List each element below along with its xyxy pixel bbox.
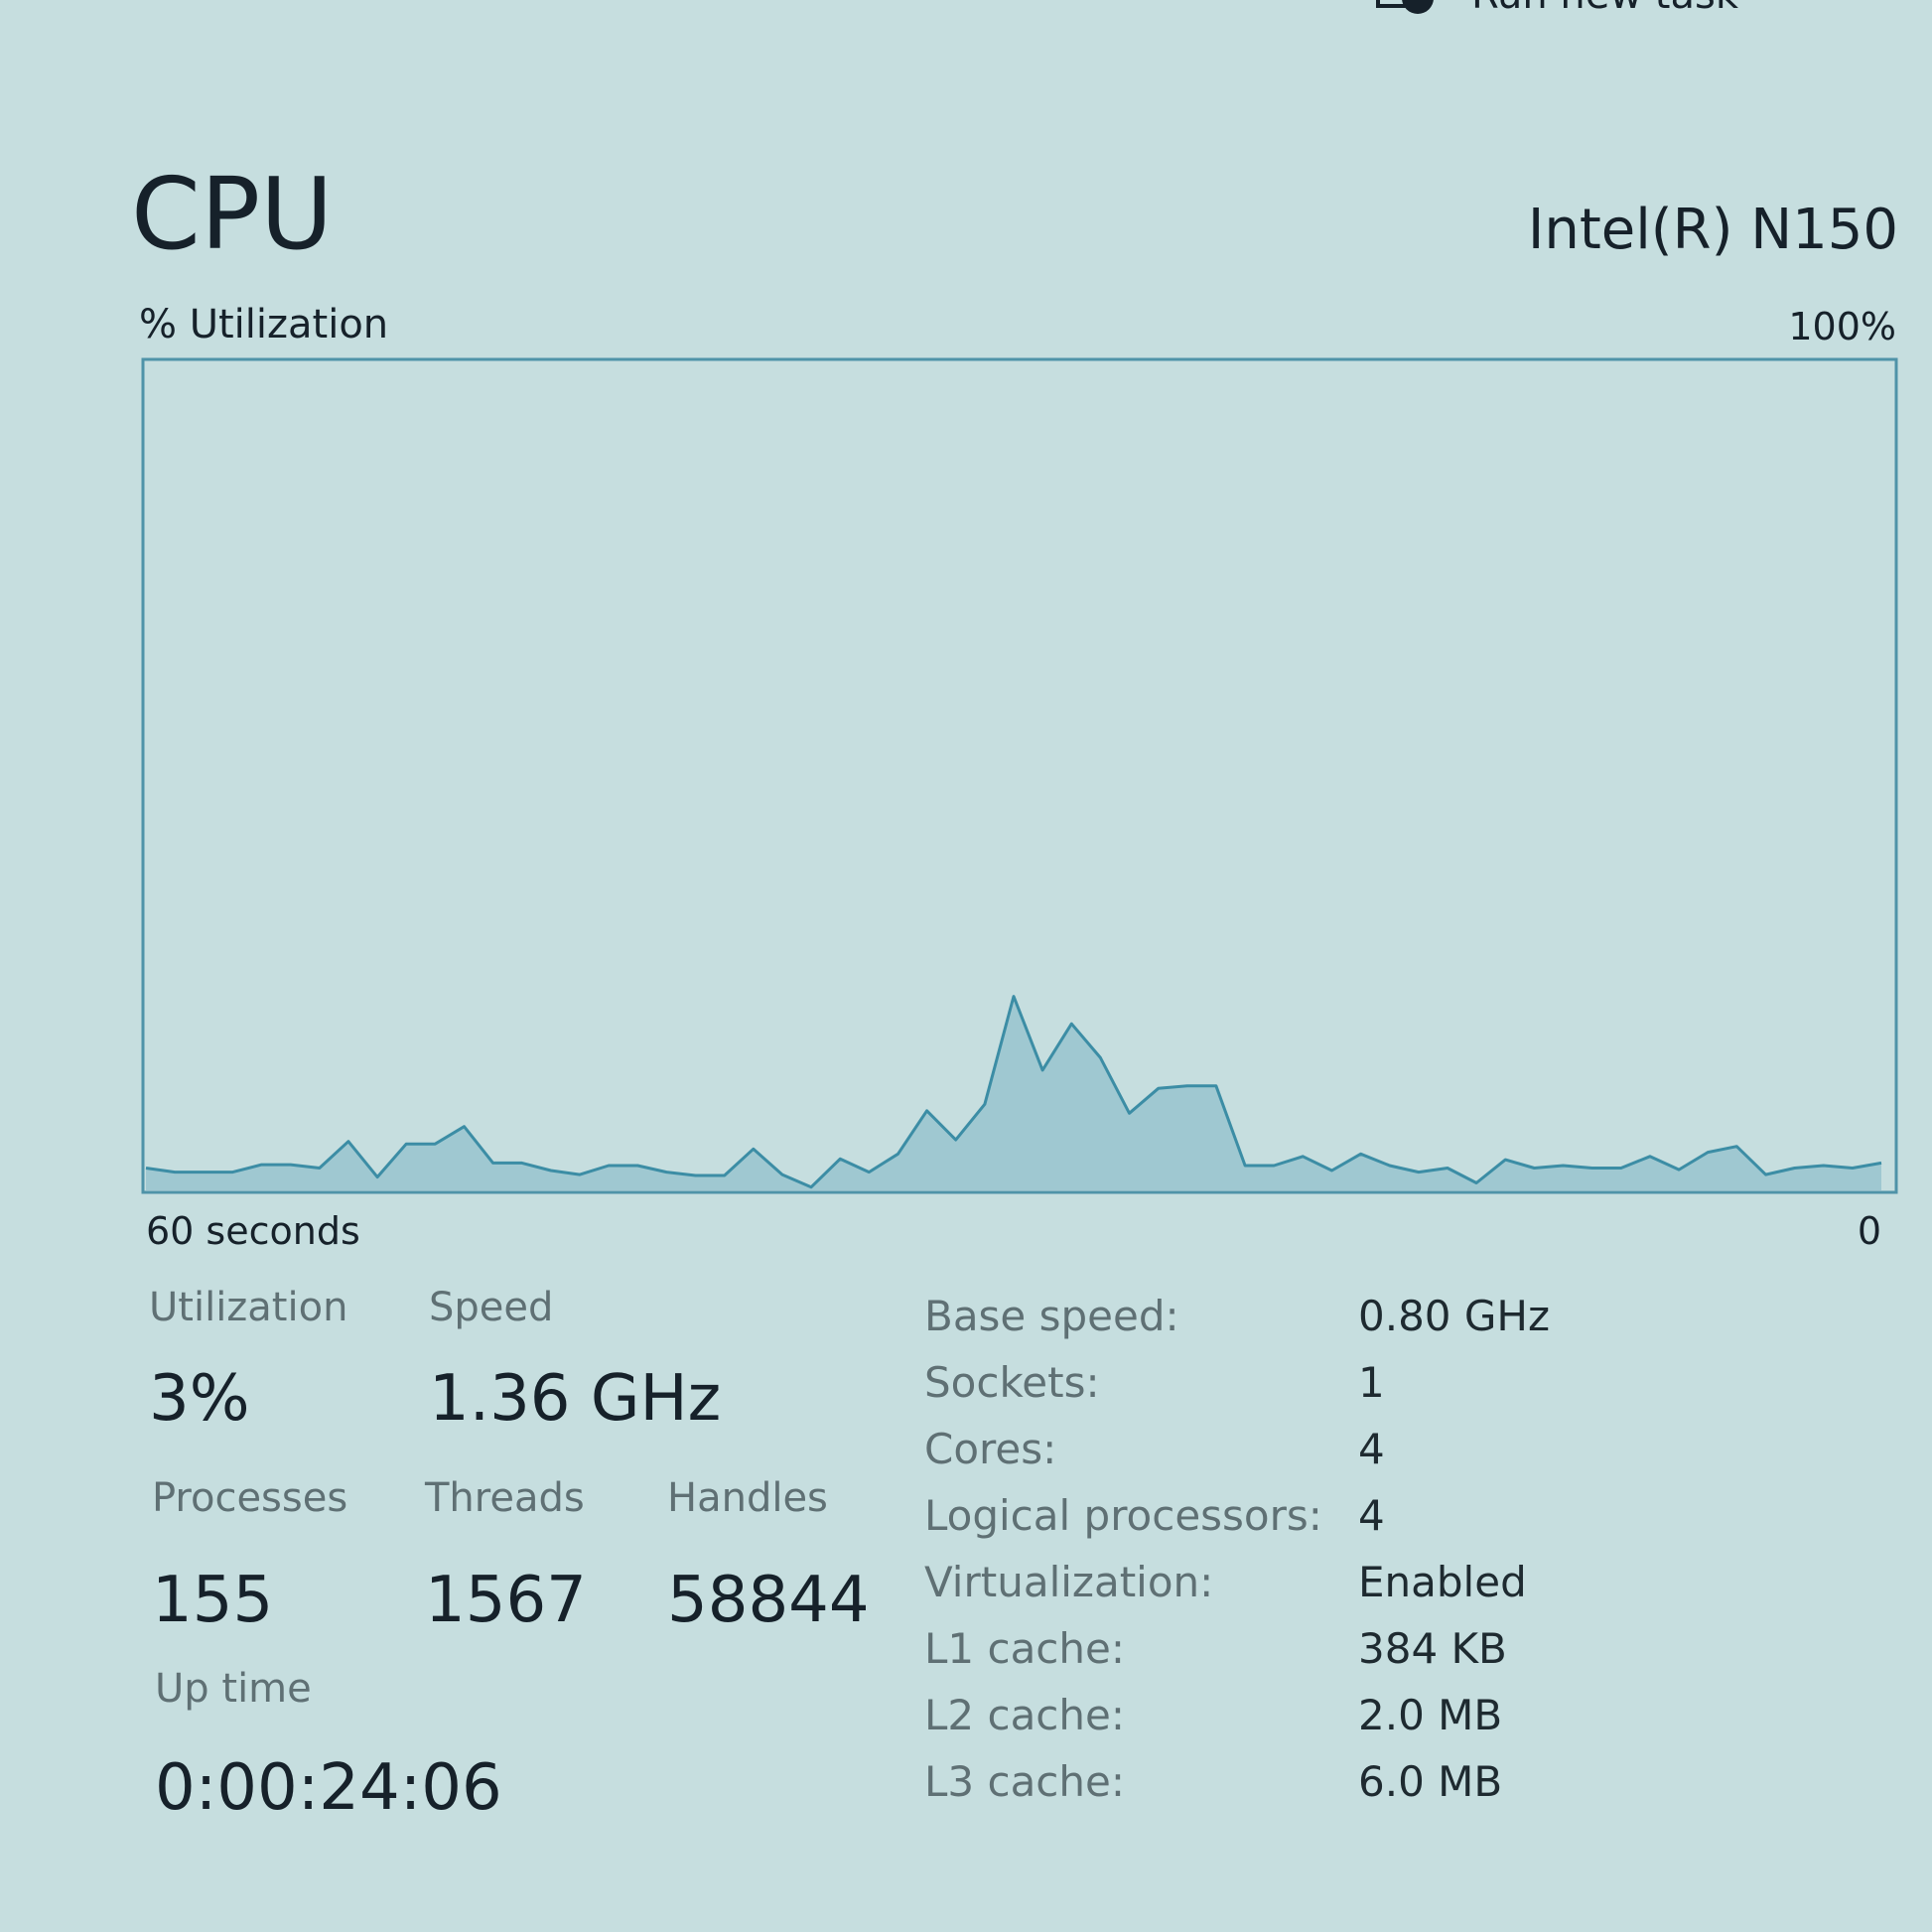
stat-value: 58844 <box>667 1564 870 1637</box>
y-tick-label: 100% <box>1788 305 1896 348</box>
utilization-area <box>146 996 1881 1190</box>
detail-value: 6.0 MB <box>1358 1757 1502 1806</box>
run-icon <box>1376 0 1416 8</box>
run-icon-plus <box>1402 0 1434 14</box>
x-tick-label: 0 <box>1858 1209 1881 1253</box>
detail-label: Sockets: <box>924 1358 1100 1407</box>
stat-value: 3% <box>149 1362 250 1436</box>
detail-value: 4 <box>1358 1425 1385 1473</box>
page-title: CPU <box>131 156 333 272</box>
stat-value: 0:00:24:06 <box>155 1751 502 1825</box>
x-tick-label: 60 seconds <box>146 1209 360 1253</box>
detail-value: Enabled <box>1358 1558 1527 1606</box>
run-new-task-label: Run new task <box>1471 0 1739 18</box>
detail-label: L2 cache: <box>924 1691 1125 1739</box>
stat-label: Threads <box>424 1475 585 1521</box>
detail-label: Base speed: <box>924 1292 1179 1340</box>
run-new-task-button[interactable]: Run new task <box>1376 0 1739 18</box>
detail-label: L1 cache: <box>924 1624 1125 1673</box>
stat-label: Handles <box>667 1475 828 1521</box>
detail-value: 2.0 MB <box>1358 1691 1502 1739</box>
stat-label: Utilization <box>149 1285 347 1330</box>
stat-label: Processes <box>152 1475 347 1521</box>
detail-label: Logical processors: <box>924 1491 1322 1540</box>
stat-value: 1567 <box>425 1564 587 1637</box>
stat-value: 1.36 GHz <box>429 1362 721 1436</box>
detail-label: L3 cache: <box>924 1757 1125 1806</box>
stat-value: 155 <box>152 1564 273 1637</box>
stat-label: Speed <box>429 1285 553 1330</box>
detail-value: 384 KB <box>1358 1624 1507 1673</box>
utilization-line <box>145 995 1882 1189</box>
detail-value: 1 <box>1358 1358 1385 1407</box>
detail-value: 0.80 GHz <box>1358 1292 1550 1340</box>
stat-label: Up time <box>155 1666 312 1712</box>
y-axis-label: % Utilization <box>139 302 388 347</box>
detail-label: Virtualization: <box>924 1558 1213 1606</box>
detail-value: 4 <box>1358 1491 1385 1540</box>
processor-name: Intel(R) N150 <box>1528 198 1898 262</box>
detail-label: Cores: <box>924 1425 1056 1473</box>
chart-frame <box>141 357 1898 1194</box>
